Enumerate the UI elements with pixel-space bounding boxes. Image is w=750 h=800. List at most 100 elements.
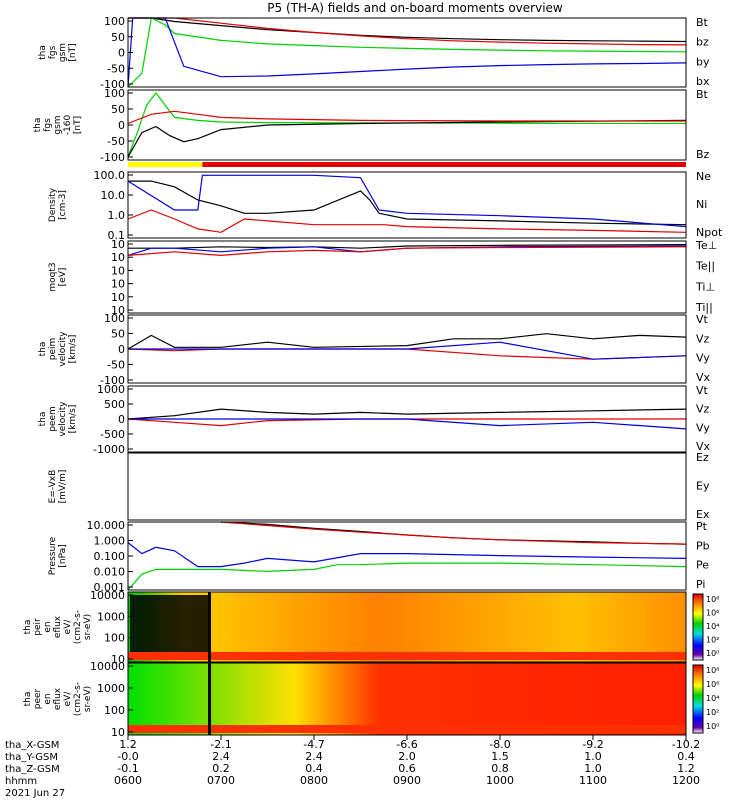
legend-entry: bz: [696, 36, 709, 49]
y-axis-label: tha: [38, 412, 48, 427]
figure-title: P5 (TH-A) fields and on-board moments ov…: [267, 1, 563, 15]
panel-frame: [127, 591, 687, 663]
legend-entry: Pt: [696, 520, 708, 533]
status-bar-segment: [128, 162, 203, 167]
legend-entry: Bt: [696, 16, 709, 29]
x-tick-label: 0.6: [398, 762, 416, 775]
x-tick-label: 0700: [207, 774, 235, 787]
legend-entry: Ti⊥: [695, 280, 715, 293]
series-line: [128, 180, 687, 226]
y-axis-label: [nT]: [68, 43, 78, 61]
y-axis-label: sr-eV): [83, 614, 93, 640]
colorbar-tick-label: 10⁶: [706, 680, 719, 689]
legend-entry: Ez: [696, 451, 709, 464]
y-axis-label: gsm: [53, 115, 63, 134]
series-line: [127, 17, 687, 88]
series-line: [127, 209, 687, 233]
colorbar: [692, 664, 704, 734]
y-tick-label: 10000: [90, 589, 125, 602]
y-axis-label: [km/s]: [68, 405, 78, 434]
panel-peem-velocity: 1000 500 0 -500 -1000 tha peem velocity [km/s] Vt…: [38, 383, 711, 456]
y-tick-label: 100: [104, 87, 125, 100]
y-tick-label: 100: [104, 632, 125, 645]
series-line: [127, 562, 687, 591]
panel-fgs-gse: 100 50 0 -50 -100 tha fgs gsm -160 [nT] Bt Bz: [33, 87, 710, 167]
status-bar-segment: [202, 162, 686, 167]
series-line: [127, 110, 686, 125]
y-axis-label: sr-eV): [83, 686, 93, 712]
legend-entry: Vy: [696, 421, 710, 434]
y-axis-label: Density: [48, 187, 58, 222]
panel-pressure: 10.000 1.000 0.100 0.010 0.001 Pressure [nPa] P…: [48, 519, 710, 594]
y-tick-label: 0.010: [94, 566, 126, 579]
y-tick-label: 500: [104, 398, 125, 411]
legend-entry: Vt: [696, 384, 709, 397]
x-tick-label: 0.8: [491, 762, 509, 775]
legend-entry: Bt: [696, 88, 709, 101]
y-axis-label: tha: [33, 118, 43, 133]
y-tick-label: 1.0: [108, 209, 126, 222]
x-axis-group: tha_X-GSM 1.2 -2.1 -4.7 -6.6 -8.0 -9.2 -10.2 tha…: [5, 735, 700, 799]
series-line: [128, 17, 687, 46]
y-axis-label: eflux: [53, 687, 63, 710]
series-line: [127, 333, 687, 350]
legend-entry: Vy: [696, 352, 710, 365]
y-axis-label: gsm: [58, 43, 68, 62]
y-tick-label: 0: [118, 47, 125, 60]
x-tick-label: 1.2: [119, 738, 137, 751]
x-tick-label: 2.4: [212, 750, 230, 763]
x-tick-label: -9.2: [582, 738, 603, 751]
y-tick-label: 0: [118, 119, 125, 132]
y-tick-label: 0: [118, 413, 125, 426]
x-tick-label: 0900: [393, 774, 421, 787]
spectrogram-gap: [208, 592, 211, 662]
y-tick-label: 10: [111, 264, 125, 277]
y-axis-label: moqt3: [48, 262, 58, 291]
series-line: [127, 348, 687, 360]
panel-density: 100.0 10.0 1.0 0.1 Density [cm-3] Ne Ni Npot: [48, 169, 723, 242]
x-tick-label: 0600: [114, 774, 142, 787]
x-tick-label: -10.2: [672, 738, 700, 751]
y-tick-label: -100: [100, 374, 125, 387]
y-tick-label: 0: [118, 343, 125, 356]
y-tick-label: 10000: [90, 660, 125, 673]
series-line: [127, 174, 687, 228]
y-axis-label: tha: [23, 620, 33, 635]
series-line: [127, 17, 687, 88]
y-tick-label: 50: [111, 103, 125, 116]
colorbar-tick-label: 10⁸: [706, 595, 719, 604]
panel-frame: [127, 171, 687, 239]
y-tick-label: 0.100: [94, 550, 126, 563]
legend-entry: Ey: [696, 480, 710, 493]
x-tick-label: -0.0: [117, 750, 138, 763]
y-tick-label: 100.0: [94, 169, 126, 182]
colorbar-tick-label: 10²: [706, 708, 719, 717]
series-line: [220, 521, 687, 545]
y-tick-label: 10: [111, 251, 125, 264]
y-axis-label: (cm2-s-: [73, 682, 83, 716]
x-tick-label: -8.0: [489, 738, 510, 751]
panel-peir: 10⁸ 10⁶ 10⁴ 10² 10⁰ 10000 1000 100 10 tha peir en ef…: [23, 589, 719, 666]
y-tick-label: 100: [104, 312, 125, 325]
legend-entry: Pe: [696, 559, 709, 572]
x-row-label: tha_Y-GSM: [5, 752, 58, 763]
y-axis-label: [nPa]: [58, 544, 68, 567]
colorbar-tick-label: 10⁰: [706, 649, 719, 658]
x-tick-label: 1000: [486, 774, 514, 787]
y-tick-label: 10: [111, 238, 125, 251]
legend-entry: by: [696, 55, 710, 68]
y-tick-label: 1000: [97, 682, 125, 695]
y-tick-label: 10: [111, 291, 125, 304]
legend-entry: Te⊥: [695, 239, 717, 252]
x-tick-label: 1100: [579, 774, 607, 787]
panel-peim-velocity: 100 50 0 -50 -100 tha peim velocity [km/s] Vt Vz Vy…: [38, 312, 711, 387]
y-axis-label: [cm-3]: [58, 190, 68, 220]
legend-entry: Npot: [696, 226, 723, 239]
y-tick-label: -50: [107, 62, 125, 75]
colorbar-tick-label: 10⁴: [706, 622, 719, 631]
x-tick-label: 0.4: [677, 750, 695, 763]
y-tick-label: -100: [100, 151, 125, 164]
y-axis-label: tha: [23, 692, 33, 707]
y-axis-label: peim: [48, 338, 58, 361]
y-axis-label: [km/s]: [68, 335, 78, 364]
